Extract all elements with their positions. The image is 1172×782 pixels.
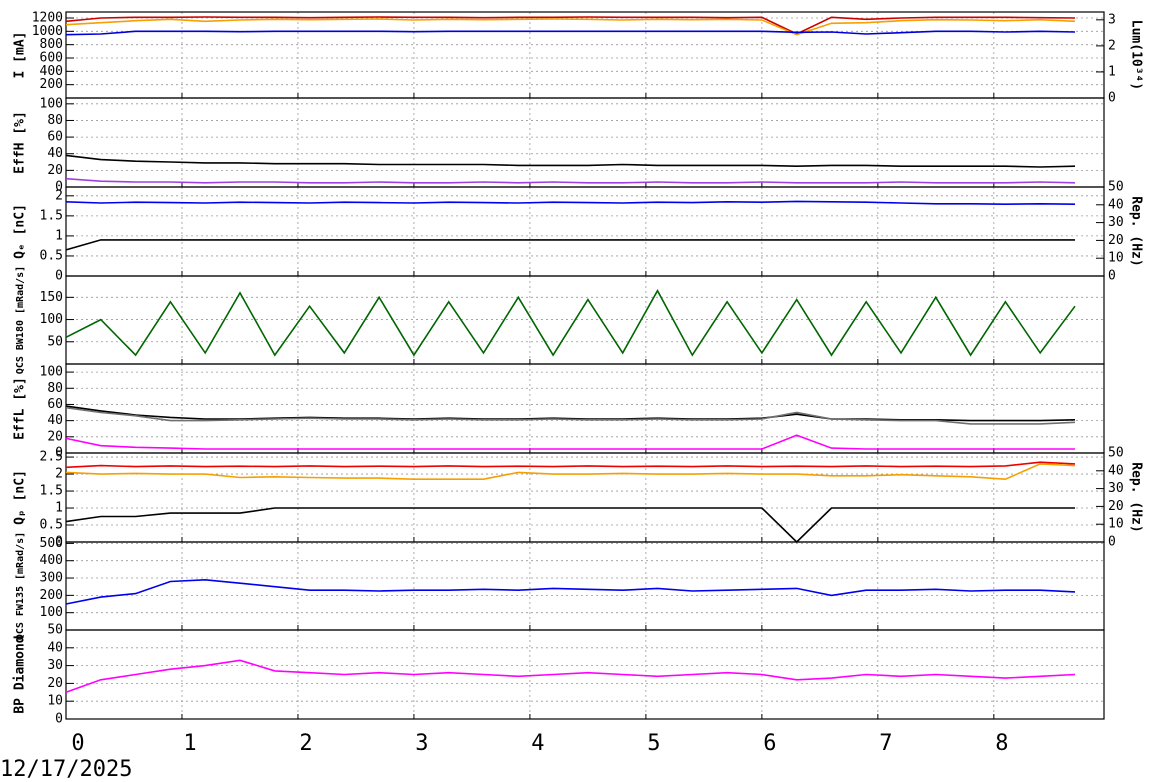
y-tick-label: 100 — [40, 365, 63, 380]
y-tick-label: 0 — [55, 535, 63, 550]
y-tick-label: 20 — [47, 676, 63, 691]
y-tick-label: 10 — [47, 694, 63, 709]
y-tick-label: 1.5 — [40, 208, 63, 223]
y-axis-label: QCS FW135 [mRad/s] — [15, 532, 26, 640]
y-tick-label: 2 — [55, 467, 63, 482]
series-line — [65, 239, 1075, 251]
x-tick-label: 5 — [647, 731, 660, 756]
series-line — [65, 434, 1075, 450]
panel-frame — [65, 629, 1105, 720]
y2-tick-label: 0 — [1108, 535, 1116, 550]
y-tick-label: 0 — [55, 446, 63, 461]
y-tick-label: 400 — [40, 64, 63, 79]
y2-tick-label: 30 — [1108, 215, 1124, 230]
y-tick-label: 60 — [47, 130, 63, 145]
series-line — [65, 659, 1076, 694]
y-tick-label: 50 — [47, 623, 63, 638]
y-tick-label: 300 — [40, 571, 63, 586]
y-tick-label: 30 — [47, 658, 63, 673]
y-tick-label: 0.5 — [40, 518, 63, 533]
series-line — [65, 16, 1076, 35]
series-line — [65, 507, 1075, 544]
x-tick-label: 3 — [415, 731, 428, 756]
y2-tick-label: 2 — [1108, 38, 1116, 53]
series-line — [65, 463, 1076, 481]
y-axis-label: BP Diamond — [13, 635, 28, 713]
y-tick-label: 200 — [40, 77, 63, 92]
y-tick-label: 60 — [47, 397, 63, 412]
y-tick-label: 800 — [40, 37, 63, 52]
series-line — [65, 30, 1076, 36]
y2-tick-label: 1 — [1108, 64, 1116, 79]
y-tick-label: 400 — [40, 553, 63, 568]
y-tick-label: 80 — [47, 113, 63, 128]
y-axis-label: Qₑ [nC] — [13, 204, 28, 259]
series-line — [65, 578, 1076, 605]
y-tick-label: 20 — [47, 163, 63, 178]
y-tick-label: 500 — [40, 536, 63, 551]
y-tick-label: 80 — [47, 381, 63, 396]
y-tick-label: 2 — [55, 188, 63, 203]
y2-tick-label: 20 — [1108, 499, 1124, 514]
y-tick-label: 0 — [55, 180, 63, 195]
y-tick-label: 0 — [55, 269, 63, 284]
x-tick-label: 0 — [71, 731, 84, 756]
y-axis-label: I [mA] — [13, 32, 28, 79]
series-line — [65, 18, 1076, 36]
y2-tick-label: 50 — [1108, 180, 1124, 195]
y2-tick-label: 3 — [1108, 12, 1116, 27]
y2-axis-label: Rep. (Hz) — [1129, 462, 1144, 532]
y-tick-label: 2.5 — [40, 450, 63, 465]
y-tick-label: 1 — [55, 228, 63, 243]
series-line — [65, 406, 1076, 425]
x-tick-label: 1 — [183, 731, 196, 756]
series-line — [65, 177, 1076, 184]
y2-axis-label: Rep. (Hz) — [1129, 196, 1144, 266]
series-line — [65, 154, 1076, 168]
y-tick-label: 100 — [40, 605, 63, 620]
series-line — [65, 200, 1076, 206]
y-tick-label: 1200 — [32, 11, 63, 26]
y-tick-label: 1 — [55, 501, 63, 516]
y-axis-label: EffL [%] — [13, 377, 28, 440]
y2-tick-label: 40 — [1108, 197, 1124, 212]
y2-tick-label: 10 — [1108, 251, 1124, 266]
y-tick-label: 100 — [40, 312, 63, 327]
y-tick-label: 40 — [47, 640, 63, 655]
y2-tick-label: 50 — [1108, 446, 1124, 461]
series-line — [65, 461, 1076, 469]
y-tick-label: 20 — [47, 429, 63, 444]
y2-tick-label: 20 — [1108, 233, 1124, 248]
x-tick-label: 4 — [531, 731, 544, 756]
y-tick-label: 600 — [40, 51, 63, 66]
y2-tick-label: 10 — [1108, 517, 1124, 532]
y-tick-label: 40 — [47, 146, 63, 161]
y-tick-label: 50 — [47, 334, 63, 349]
y2-tick-label: 0 — [1108, 269, 1116, 284]
x-tick-label: 2 — [299, 731, 312, 756]
y-tick-label: 100 — [40, 96, 63, 111]
x-tick-label: 8 — [995, 731, 1008, 756]
y-tick-label: 150 — [40, 290, 63, 305]
series-line — [65, 289, 1076, 357]
y-axis-label: Qₚ [nC] — [13, 470, 28, 525]
x-tick-label: 6 — [763, 731, 776, 756]
y-tick-label: 40 — [47, 413, 63, 428]
y-tick-label: 1.5 — [40, 484, 63, 499]
y2-tick-label: 0 — [1108, 91, 1116, 106]
y2-axis-label: Lum(10³⁴) — [1129, 20, 1144, 90]
y-tick-label: 0.5 — [40, 248, 63, 263]
y2-tick-label: 30 — [1108, 481, 1124, 496]
x-tick-label: 7 — [879, 731, 892, 756]
y-axis-label: QCS BW180 [mRad/s] — [15, 266, 26, 374]
y-tick-label: 200 — [40, 588, 63, 603]
y-tick-label: 0 — [55, 712, 63, 727]
y-tick-label: 1000 — [32, 24, 63, 39]
y-axis-label: EffH [%] — [13, 111, 28, 174]
y2-tick-label: 40 — [1108, 463, 1124, 478]
date-label: 12/17/2025 — [0, 757, 132, 782]
